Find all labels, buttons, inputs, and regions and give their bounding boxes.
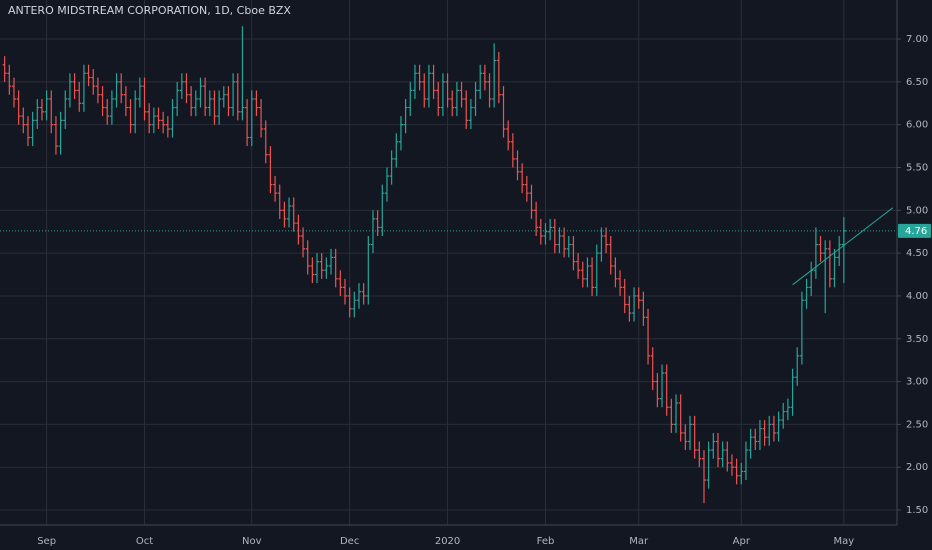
y-tick-label: 7.00 (906, 34, 928, 45)
y-tick-label: 4.00 (906, 291, 928, 302)
y-tick-label: 5.00 (906, 205, 928, 216)
y-tick-label: 2.00 (906, 462, 928, 473)
y-tick-label: 3.50 (906, 334, 928, 345)
x-tick-label: Nov (242, 536, 262, 547)
bars (2, 26, 846, 504)
y-tick-label: 3.00 (906, 377, 928, 388)
last-price-label: 4.76 (905, 226, 927, 237)
trend-line (792, 207, 894, 286)
x-tick-label: Apr (733, 536, 751, 547)
overlays: 4.76 (0, 207, 931, 286)
y-tick-label: 6.00 (906, 120, 928, 131)
x-tick-label: May (834, 536, 855, 547)
chart-title: ANTERO MIDSTREAM CORPORATION, 1D, Cboe B… (8, 4, 291, 17)
y-tick-label: 6.50 (906, 77, 928, 88)
y-tick-label: 5.50 (906, 162, 928, 173)
last-price-badge (898, 223, 931, 238)
x-tick-label: 2020 (435, 536, 460, 547)
x-tick-label: Dec (340, 536, 359, 547)
y-tick-label: 2.50 (906, 419, 928, 430)
x-tick-label: Feb (537, 536, 555, 547)
x-tick-label: Oct (136, 536, 153, 547)
y-tick-label: 4.50 (906, 248, 928, 259)
x-tick-label: Sep (37, 536, 56, 547)
x-tick-label: Mar (629, 536, 649, 547)
y-tick-label: 1.50 (906, 505, 928, 516)
